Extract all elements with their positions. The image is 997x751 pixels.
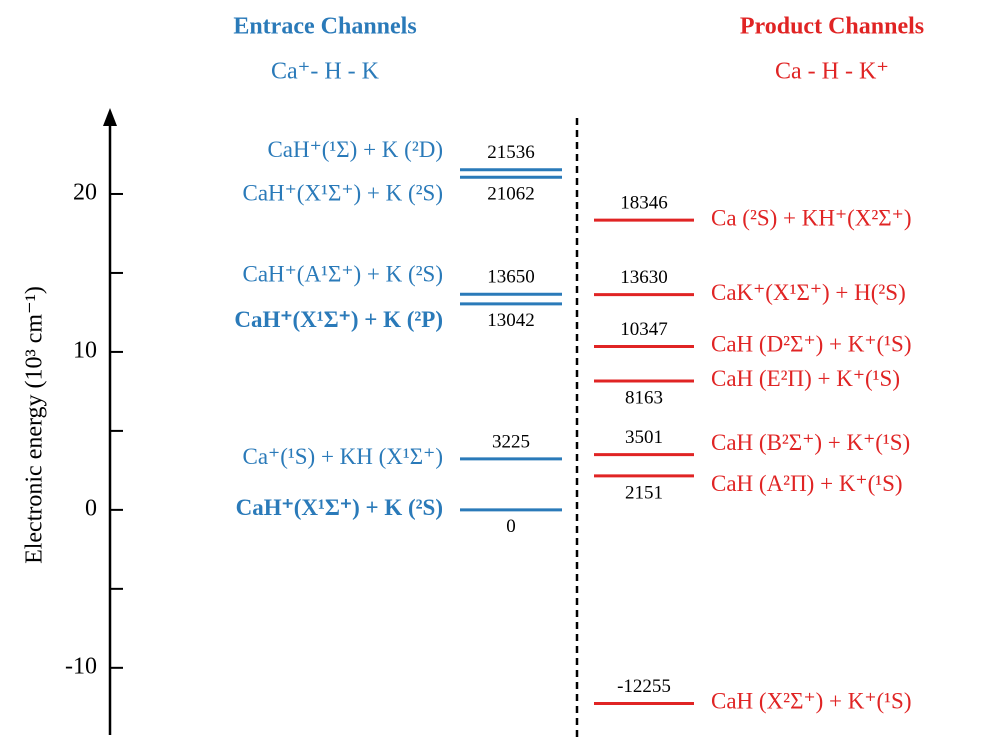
level-value: 13630 <box>620 267 668 288</box>
channel-subtitle: Ca⁺- H - K <box>271 59 380 85</box>
y-tick-label: 20 <box>73 179 97 205</box>
channel-title: Entrace Channels <box>233 14 416 40</box>
level-value: 13042 <box>487 310 535 331</box>
channel-subtitle: Ca - H - K⁺ <box>775 59 889 85</box>
level-value: 18346 <box>620 192 668 213</box>
level-label: CaH (X²Σ⁺) + K⁺(¹S) <box>711 689 912 714</box>
level-value: 13650 <box>487 267 535 288</box>
level-value: -12255 <box>617 676 671 697</box>
y-tick-label: -10 <box>65 653 97 679</box>
level-value: 3501 <box>625 427 663 448</box>
level-value: 21536 <box>487 142 535 163</box>
level-label: CaH⁺(X¹Σ⁺) + K (²P) <box>234 307 443 332</box>
y-axis-label: Electronic energy (10³ cm⁻¹) <box>22 286 48 564</box>
level-value: 10347 <box>620 319 668 340</box>
level-value: 2151 <box>625 482 663 503</box>
axis-arrow <box>103 108 117 126</box>
level-label: Ca⁺(¹S) + KH (X¹Σ⁺) <box>243 444 444 469</box>
y-tick-label: 0 <box>85 495 97 521</box>
level-label: CaH⁺(¹Σ) + K (²D) <box>267 137 443 162</box>
level-value: 3225 <box>492 431 530 452</box>
level-value: 0 <box>506 516 516 537</box>
level-label: CaH (E²Π) + K⁺(¹S) <box>711 366 900 391</box>
level-label: Ca (²S) + KH⁺(X²Σ⁺) <box>711 205 912 230</box>
level-value: 8163 <box>625 387 663 408</box>
level-label: CaH⁺(X¹Σ⁺) + K (²S) <box>243 180 444 205</box>
level-label: CaH (A²Π) + K⁺(¹S) <box>711 471 903 496</box>
level-value: 21062 <box>487 184 535 205</box>
y-tick-label: 10 <box>73 337 97 363</box>
level-label: CaH⁺(X¹Σ⁺) + K (²S) <box>236 495 443 520</box>
level-label: CaH (B²Σ⁺) + K⁺(¹S) <box>711 430 910 455</box>
level-label: CaK⁺(X¹Σ⁺) + H(²S) <box>711 280 906 305</box>
level-label: CaH⁺(A¹Σ⁺) + K (²S) <box>243 262 444 287</box>
level-label: CaH (D²Σ⁺) + K⁺(¹S) <box>711 332 912 357</box>
channel-title: Product Channels <box>740 14 924 40</box>
